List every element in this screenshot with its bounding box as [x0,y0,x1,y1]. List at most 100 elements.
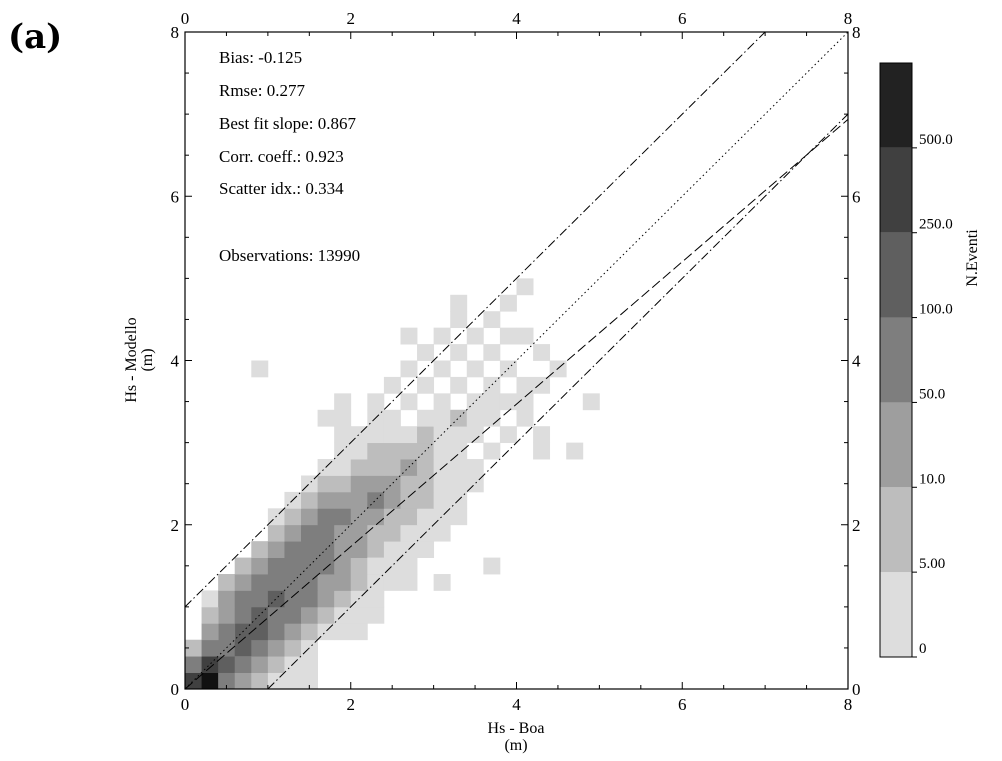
heatmap-cell [234,590,252,608]
heatmap-cell [417,376,435,394]
colorbar-label: 10.0 [919,471,945,487]
heatmap-cell [400,327,418,345]
heatmap-cell [400,426,418,444]
heatmap-cell [433,360,451,378]
heatmap-cell [466,327,484,345]
x-tick-label-bottom: 2 [347,695,356,714]
x-tick-label-bottom: 0 [181,695,190,714]
colorbar-frame [879,62,913,658]
heatmap-cell [267,623,285,641]
heatmap-cell [234,672,252,690]
heatmap-cell [284,672,302,690]
heatmap-cell [251,541,269,558]
heatmap-cell [383,541,401,558]
heatmap-cell [284,508,302,526]
heatmap-cell [566,442,584,460]
reference-lines [184,31,849,690]
heatmap-cell [466,360,484,378]
reference-line-dash-dot [184,31,766,608]
colorbar-label: 50.0 [919,386,945,402]
x-tick-label-top: 8 [844,9,853,28]
heatmap-cell [334,574,352,591]
heatmap-cell [450,459,468,476]
heatmap-cell [367,442,385,460]
reference-line-dashed [184,119,849,690]
heatmap-cell [367,590,385,608]
heatmap-cell [334,409,352,427]
heatmap-cell [317,574,335,591]
heatmap-cell [301,606,318,624]
colorbar-segment [880,232,912,318]
heatmap-cell [483,557,501,575]
colorbar-title: N.Eventi [964,229,981,287]
stat-bias: Bias: -0.125 [219,48,302,67]
heatmap-cell [301,590,318,608]
x-tick-label-bottom: 8 [844,695,853,714]
heatmap-cell [516,393,534,411]
heatmap-cell [383,409,401,427]
heatmap-cell [251,574,269,591]
heatmap-cell [499,426,517,444]
stat-slope: Best fit slope: 0.867 [219,114,356,133]
heatmap-cell [417,491,435,509]
heatmap-cell [383,475,401,493]
heatmap-cell [433,574,451,591]
heatmap-cell [367,426,385,444]
heatmap-cell [483,409,501,427]
heatmap-cell [218,623,236,641]
y-axis-unit: (m) [139,348,156,371]
heatmap-cell [516,376,534,394]
heatmap-cell [417,541,435,558]
y-tick-label-left: 0 [171,680,180,699]
heatmap-cell [466,459,484,476]
heatmap-cell [317,508,335,526]
heatmap-cell [350,459,368,476]
heatmap-cell [450,442,468,460]
colorbar-segment [880,572,912,657]
heatmap-cell [433,524,451,542]
heatmap-cell [317,606,335,624]
heatmap-cell [433,491,451,509]
heatmap-cell [400,442,418,460]
heatmap-cell [417,344,435,361]
stats-annotations: Bias: -0.125 Rmse: 0.277 Best fit slope:… [219,48,360,265]
heatmap-cell [334,623,352,641]
heatmap-cell [466,409,484,427]
heatmap-cell [450,344,468,361]
heatmap-cell [284,557,302,575]
heatmap-cell [284,623,302,641]
heatmap-cell [284,639,302,657]
heatmap-cell [367,606,385,624]
heatmap-cell [317,409,335,427]
heatmap-cell [400,557,418,575]
heatmap-cell [301,541,318,558]
heatmap-cell [417,409,435,427]
heatmap-cell [400,508,418,526]
heatmap-cell [251,639,269,657]
heatmap-cell [334,475,352,493]
heatmap-cell [334,393,352,411]
heatmap-cell [499,294,517,312]
heatmap-cell [201,590,219,608]
heatmap-cell [483,393,501,411]
heatmap-cell [317,524,335,542]
colorbar-segment [880,402,912,488]
reference-line-dash-dot [267,113,849,690]
colorbar-label: 100.0 [919,302,953,318]
heatmap-cell [350,475,368,493]
heatmap-cell [367,524,385,542]
y-tick-label-left: 8 [171,23,180,42]
heatmap-cell [301,524,318,542]
heatmap-cell [201,639,219,657]
heatmap-cell [400,524,418,542]
heatmap-cell [218,672,236,690]
heatmap-cell [350,623,368,641]
heatmap-cell [466,426,484,444]
heatmap-cell [417,459,435,476]
colorbar-label: 5.00 [919,556,945,572]
x-tick-label-top: 6 [678,9,687,28]
heatmap-cell [383,376,401,394]
heatmap-cell [218,606,236,624]
